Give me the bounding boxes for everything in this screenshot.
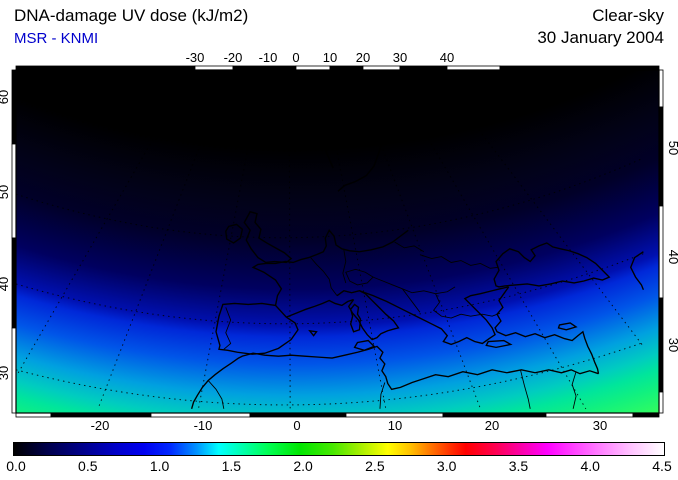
right-axis-tick-label: 50 [666, 141, 678, 155]
colorbar-tick-label: 1.5 [221, 458, 242, 474]
colorbar-tick-label: 3.0 [436, 458, 457, 474]
sky-condition-label: Clear-sky [592, 6, 664, 25]
top-axis-tick-label: -30 [186, 50, 205, 65]
country-border [402, 288, 421, 313]
graticule-meridian [16, 73, 192, 377]
coastline [494, 286, 600, 374]
plot-frame [15, 69, 660, 414]
graticule-meridian [354, 73, 481, 410]
top-axis-tick-label: 30 [393, 50, 407, 65]
country-border [336, 290, 360, 297]
coastline [243, 210, 293, 264]
country-border [460, 312, 501, 317]
uv-dose-heatmap [16, 70, 659, 413]
top-axis-tick-label: 10 [323, 50, 337, 65]
top-axis-tick-label: 20 [356, 50, 370, 65]
top-axis-tick-label: 0 [292, 50, 299, 65]
country-border [342, 249, 347, 284]
coastline [225, 223, 244, 244]
graticule-meridian [288, 74, 291, 409]
coastline [359, 286, 509, 346]
left-axis-tick-label: 50 [0, 185, 11, 199]
country-border [310, 257, 338, 296]
coastline [349, 303, 362, 333]
top-axis-tick-label: -20 [224, 50, 243, 65]
coastline [629, 251, 645, 291]
top-axis-tick-label: -10 [259, 50, 278, 65]
page-title: DNA-damage UV dose (kJ/m2) [14, 6, 249, 25]
country-border [571, 371, 577, 409]
colorbar-tick-label: 0.5 [78, 458, 98, 474]
country-border [394, 241, 425, 253]
bottom-axis-tick-label: -10 [194, 418, 213, 433]
bottom-axis-tick-label: -20 [91, 418, 110, 433]
colorbar [13, 442, 665, 456]
country-border [379, 382, 386, 409]
coastline-overlay [16, 73, 645, 410]
graticule-meridian [436, 73, 644, 347]
colorbar-tick-label: 1.0 [149, 458, 170, 474]
colorbar-tick-label: 4.0 [580, 458, 600, 474]
bottom-axis-tick-label: 30 [593, 418, 607, 433]
coastline [190, 345, 599, 410]
colorbar-tick-label: 4.5 [652, 458, 672, 474]
top-axis-tick-label: 40 [440, 50, 454, 65]
left-axis-tick-label: 30 [0, 366, 11, 380]
graticule-meridian [97, 73, 229, 410]
country-border [207, 380, 225, 409]
right-axis-tick-label: 30 [666, 338, 678, 352]
bottom-axis-tick-label: 20 [485, 418, 499, 433]
coastline [251, 229, 409, 306]
bottom-axis-tick-label: 0 [293, 418, 300, 433]
left-axis-tick-label: 60 [0, 90, 11, 104]
country-border [432, 293, 462, 319]
graticule-parallel [16, 157, 644, 239]
bottom-axis-tick-label: 10 [388, 418, 402, 433]
coastline [215, 302, 299, 355]
colorbar-tick-label: 2.0 [293, 458, 313, 474]
coastline [286, 298, 354, 318]
graticule-meridian [390, 73, 587, 410]
country-border [520, 369, 531, 409]
coastline [322, 92, 392, 192]
country-border [372, 276, 413, 294]
country-border [345, 268, 374, 286]
coastline [308, 329, 318, 337]
coastline [557, 322, 578, 331]
coastline [493, 242, 611, 288]
country-border [419, 254, 499, 269]
left-axis-tick-label: 40 [0, 277, 11, 291]
coastline [485, 339, 513, 349]
country-border [223, 307, 232, 350]
graticule-parallel [16, 253, 644, 325]
date-label: 30 January 2004 [537, 28, 664, 47]
right-axis-tick-label: 40 [666, 250, 678, 264]
colorbar-tick-label: 2.5 [365, 458, 385, 474]
colorbar-tick-label: 3.5 [508, 458, 529, 474]
colorbar-tick-label: 0.0 [6, 458, 26, 474]
data-source-label: MSR - KNMI [14, 30, 99, 47]
